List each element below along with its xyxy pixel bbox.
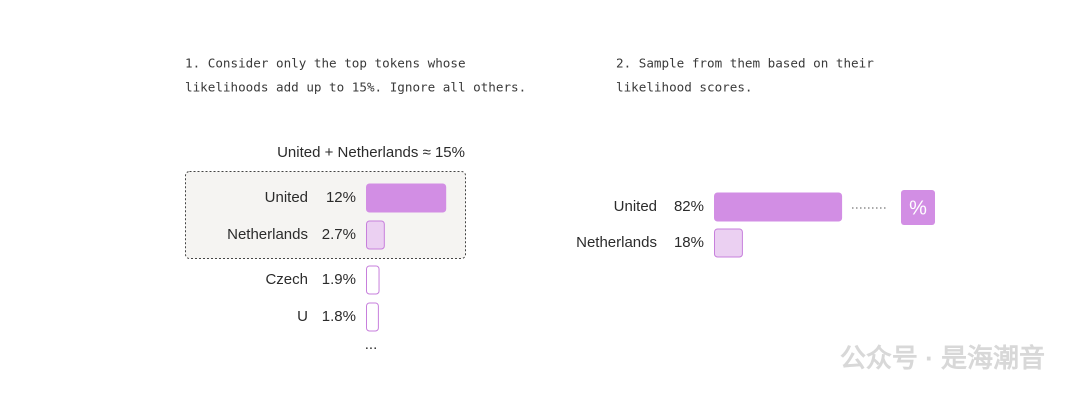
token-label: Netherlands [576, 234, 657, 251]
probability-label: 18% [674, 234, 704, 251]
bar [366, 265, 380, 295]
bar [714, 192, 843, 222]
token-label: Czech [265, 271, 308, 288]
icon: % [909, 197, 927, 219]
token-label: Netherlands [227, 226, 308, 243]
bar [366, 183, 447, 213]
bar [366, 302, 379, 332]
probability-label: 1.9% [322, 271, 356, 288]
ellipsis: ... [365, 336, 378, 353]
token-label: U [297, 308, 308, 325]
probability-label: 82% [674, 198, 704, 215]
caption: likelihood scores. [616, 80, 752, 95]
token-label: United [614, 198, 657, 215]
watermark: 公众号 · 是海潮音 [840, 343, 1045, 373]
icon-box [901, 190, 935, 225]
probability-label: 2.7% [322, 226, 356, 243]
probability-label: 12% [326, 189, 356, 206]
caption: 1. Consider only the top tokens whose [185, 56, 466, 71]
bar [366, 220, 385, 250]
token-label: United [265, 189, 308, 206]
caption: 2. Sample from them based on their [616, 56, 874, 71]
caption: likelihoods add up to 15%. Ignore all ot… [185, 80, 526, 95]
annotation: United + Netherlands ≈ 15% [277, 144, 465, 161]
bar [714, 228, 743, 258]
probability-label: 1.8% [322, 308, 356, 325]
